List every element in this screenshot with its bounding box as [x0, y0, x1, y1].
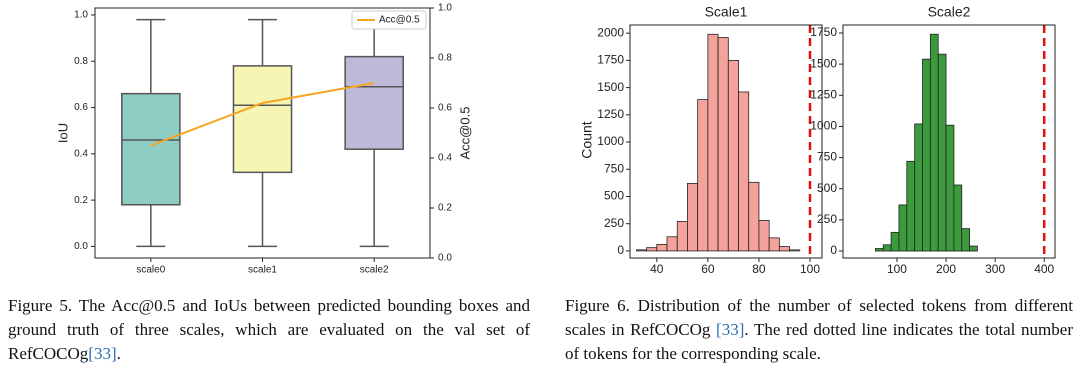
- citation[interactable]: [33]: [716, 320, 745, 339]
- y-tick-label: 1750: [597, 53, 624, 67]
- bar: [676, 221, 688, 252]
- x-tick-label: scale0: [136, 265, 165, 276]
- y-tick-label: 750: [817, 150, 837, 164]
- bar: [768, 237, 780, 252]
- y2-tick-label: 0.8: [438, 53, 452, 64]
- bar: [656, 243, 668, 252]
- bar: [937, 53, 947, 252]
- y-tick-label: 1.0: [74, 10, 88, 21]
- bar: [906, 160, 916, 252]
- y-tick-label: 0.6: [74, 102, 88, 113]
- y-tick-label: 0.4: [74, 148, 88, 159]
- line: [150, 82, 375, 147]
- x-tick-label: 200: [936, 262, 956, 276]
- y-axis-label: Count: [579, 121, 595, 158]
- caption-text: . The red dotted line indicates the tota…: [565, 320, 1073, 363]
- legend-label: Acc@0.5: [379, 15, 420, 26]
- box: [232, 65, 293, 174]
- legend-box: [351, 10, 427, 30]
- y-tick-label: 500: [604, 189, 624, 203]
- x-tick-label: 40: [650, 262, 664, 276]
- bar: [748, 181, 760, 252]
- y2-tick-label: 0.4: [438, 153, 452, 164]
- bar: [914, 123, 923, 252]
- bar: [961, 228, 971, 252]
- x-tick-label: 80: [752, 262, 766, 276]
- bar: [707, 33, 719, 252]
- y-axis-label: IoU: [55, 123, 70, 143]
- bar: [874, 248, 884, 252]
- bar: [789, 249, 801, 252]
- y-tick-label: 0.0: [74, 241, 88, 252]
- box: [344, 55, 404, 150]
- y-tick-label: 1000: [810, 119, 837, 133]
- bar: [882, 244, 892, 252]
- y2-tick-label: 1.0: [438, 3, 452, 14]
- bar: [666, 236, 678, 252]
- y-tick-label: 1500: [810, 56, 837, 70]
- plot-frame: [629, 24, 823, 259]
- y-tick-label: 0.8: [74, 56, 88, 67]
- chart-title: Scale2: [928, 4, 971, 20]
- citation[interactable]: [33]: [88, 344, 117, 363]
- bar: [945, 124, 955, 252]
- bar: [898, 204, 908, 252]
- caption-text: .: [116, 344, 121, 363]
- bar: [922, 58, 931, 252]
- x-tick-label: scale1: [248, 265, 277, 276]
- y2-axis-label: Acc@0.5: [457, 107, 472, 160]
- y-tick-label: 500: [817, 181, 837, 195]
- y-tick-label: 250: [604, 216, 624, 230]
- bar: [890, 231, 900, 252]
- y-tick-label: 0.2: [74, 195, 88, 206]
- bar: [687, 183, 699, 252]
- bar: [758, 220, 770, 252]
- y-tick-label: 250: [817, 212, 837, 226]
- bar: [635, 249, 647, 252]
- x-tick-label: 60: [701, 262, 715, 276]
- bar: [738, 91, 750, 252]
- plot-frame: [842, 24, 1056, 259]
- box: [121, 92, 181, 206]
- y2-tick-label: 0.6: [438, 103, 452, 114]
- x-tick-label: scale2: [360, 265, 389, 276]
- y-tick-label: 0: [617, 243, 624, 257]
- figures: 0.0 0.2 0.4 0.6 0.8 1.0 0.0 0.2 0.4 0.6 0.8 1.0 IoU A…: [55, 3, 1056, 276]
- bar: [969, 245, 978, 252]
- bar: [953, 184, 963, 252]
- caption: Figure 6. Distribution of the number of …: [565, 294, 1073, 366]
- bar: [697, 99, 709, 252]
- caption-text: Figure 6. Distribution of the number of …: [565, 296, 1073, 339]
- caption: Figure 5. The Acc@0.5 and IoUs between p…: [8, 294, 530, 366]
- x-tick-label: 300: [985, 262, 1005, 276]
- y-tick-label: 750: [604, 161, 624, 175]
- y-tick-label: 0: [830, 243, 837, 257]
- y-tick-label: 1000: [597, 134, 624, 148]
- y-tick-label: 1750: [810, 25, 837, 39]
- x-tick-label: 100: [800, 262, 820, 276]
- y2-tick-label: 0.2: [438, 203, 452, 214]
- bar: [717, 37, 729, 252]
- y-tick-label: 1250: [597, 107, 624, 121]
- x-tick-label: 400: [1034, 262, 1054, 276]
- y2-tick-label: 0.0: [438, 253, 452, 264]
- caption-text: Figure 5. The Acc@0.5 and IoUs between p…: [8, 296, 530, 363]
- bar: [929, 33, 939, 252]
- bar: [778, 246, 790, 252]
- bar: [646, 247, 658, 252]
- plot-frame: [94, 7, 431, 259]
- y-tick-label: 2000: [597, 25, 624, 39]
- x-tick-label: 100: [887, 262, 907, 276]
- bar: [727, 59, 739, 252]
- chart-title: Scale1: [705, 4, 748, 20]
- y-tick-label: 1500: [597, 80, 624, 94]
- y-tick-label: 1250: [810, 87, 837, 101]
